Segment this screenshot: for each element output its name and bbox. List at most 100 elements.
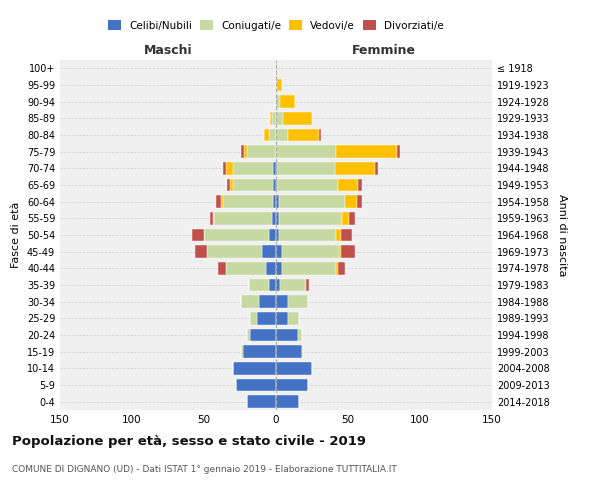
Text: Popolazione per età, sesso e stato civile - 2019: Popolazione per età, sesso e stato civil…: [12, 435, 366, 448]
Bar: [273, 196, 276, 208]
Bar: [230, 179, 233, 192]
Bar: [276, 162, 277, 174]
Bar: [248, 279, 269, 291]
Bar: [226, 162, 233, 174]
Bar: [376, 162, 378, 174]
Bar: [276, 296, 287, 308]
Bar: [397, 146, 400, 158]
Bar: [221, 196, 223, 208]
Bar: [272, 212, 276, 224]
Bar: [280, 96, 295, 108]
Bar: [212, 212, 214, 224]
Bar: [277, 179, 338, 192]
Bar: [341, 229, 352, 241]
Bar: [356, 196, 362, 208]
Bar: [233, 179, 273, 192]
Bar: [273, 179, 276, 192]
Bar: [345, 196, 356, 208]
Bar: [266, 262, 276, 274]
Bar: [337, 229, 341, 241]
Bar: [298, 329, 302, 341]
Bar: [276, 196, 279, 208]
Bar: [340, 246, 341, 258]
Bar: [247, 329, 250, 341]
Bar: [227, 179, 230, 192]
Bar: [269, 279, 276, 291]
Bar: [287, 296, 308, 308]
Text: Femmine: Femmine: [352, 44, 416, 57]
Bar: [302, 346, 304, 358]
Bar: [210, 212, 212, 224]
Bar: [207, 246, 262, 258]
Bar: [276, 179, 277, 192]
Bar: [204, 229, 269, 241]
Bar: [241, 296, 259, 308]
Bar: [282, 246, 340, 258]
Bar: [279, 229, 337, 241]
Y-axis label: Fasce di età: Fasce di età: [11, 202, 21, 268]
Bar: [335, 162, 376, 174]
Bar: [337, 146, 397, 158]
Bar: [276, 129, 287, 141]
Bar: [276, 79, 277, 92]
Bar: [277, 79, 282, 92]
Bar: [306, 279, 309, 291]
Bar: [338, 179, 358, 192]
Legend: Celibi/Nubili, Coniugati/e, Vedovi/e, Divorziati/e: Celibi/Nubili, Coniugati/e, Vedovi/e, Di…: [104, 16, 448, 35]
Bar: [241, 146, 244, 158]
Bar: [269, 129, 276, 141]
Bar: [223, 196, 273, 208]
Bar: [358, 179, 362, 192]
Bar: [282, 262, 337, 274]
Bar: [250, 329, 276, 341]
Bar: [276, 229, 279, 241]
Bar: [265, 129, 269, 141]
Bar: [319, 129, 320, 141]
Bar: [196, 246, 207, 258]
Bar: [273, 162, 276, 174]
Bar: [193, 229, 204, 241]
Bar: [276, 96, 280, 108]
Y-axis label: Anni di nascita: Anni di nascita: [557, 194, 566, 276]
Bar: [276, 396, 299, 408]
Bar: [337, 262, 338, 274]
Bar: [279, 212, 342, 224]
Bar: [287, 312, 299, 324]
Bar: [276, 262, 282, 274]
Bar: [276, 146, 337, 158]
Bar: [338, 262, 345, 274]
Bar: [276, 62, 277, 74]
Bar: [276, 312, 287, 324]
Bar: [276, 329, 298, 341]
Bar: [247, 146, 276, 158]
Bar: [272, 112, 276, 124]
Bar: [243, 346, 276, 358]
Bar: [262, 246, 276, 258]
Bar: [218, 262, 226, 274]
Bar: [257, 312, 276, 324]
Bar: [241, 346, 243, 358]
Bar: [280, 279, 306, 291]
Bar: [233, 162, 273, 174]
Bar: [341, 246, 355, 258]
Bar: [223, 162, 226, 174]
Bar: [287, 129, 319, 141]
Bar: [276, 379, 308, 391]
Bar: [250, 312, 257, 324]
Bar: [259, 296, 276, 308]
Bar: [269, 229, 276, 241]
Bar: [226, 262, 266, 274]
Bar: [276, 112, 283, 124]
Bar: [244, 146, 247, 158]
Bar: [276, 362, 312, 374]
Bar: [283, 112, 312, 124]
Bar: [247, 396, 276, 408]
Bar: [349, 212, 355, 224]
Bar: [236, 379, 276, 391]
Bar: [214, 212, 272, 224]
Bar: [270, 112, 272, 124]
Bar: [276, 212, 279, 224]
Bar: [276, 246, 282, 258]
Text: Maschi: Maschi: [143, 44, 193, 57]
Bar: [233, 362, 276, 374]
